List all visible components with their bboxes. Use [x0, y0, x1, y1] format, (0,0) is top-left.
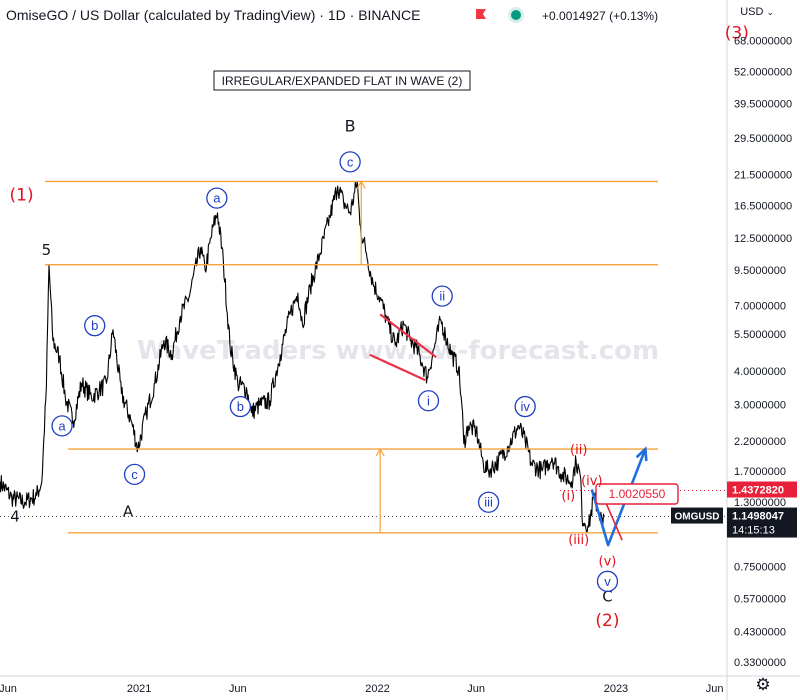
wave-label: (i) — [561, 489, 575, 504]
callout-text: 1.0020550 — [609, 487, 666, 501]
flag-icon[interactable] — [476, 9, 486, 19]
wave-label: v — [604, 574, 611, 589]
y-tick-label: 29.5000000 — [734, 133, 792, 145]
forecast-arrow-head — [635, 446, 648, 462]
y-tick-label: 0.7500000 — [734, 561, 786, 573]
forecast-arrow — [590, 448, 647, 547]
x-tick-label: Jun — [229, 683, 247, 695]
chart-title-box — [213, 70, 471, 91]
wave-label-circle — [84, 315, 106, 337]
symbol-tag: OMGUSD — [675, 512, 720, 523]
wave-label-circle — [417, 390, 440, 412]
wave-label: B — [345, 117, 356, 136]
measure-arrow-head — [356, 180, 366, 189]
wave-label: (3) — [725, 24, 749, 44]
y-tick-label: 0.3300000 — [734, 657, 786, 669]
y-tick-label: 12.5000000 — [734, 233, 792, 245]
wave-label-circle — [339, 151, 361, 173]
wave-label: C — [602, 587, 612, 605]
trend-line — [369, 353, 426, 382]
y-tick-label: 1.7000000 — [734, 466, 786, 478]
countdown-label: 14:15:13 — [732, 525, 775, 537]
x-tick-label: Jun — [0, 683, 17, 695]
wave-label: (2) — [595, 611, 619, 631]
trend-line — [379, 313, 437, 359]
y-tick-label: 7.0000000 — [734, 301, 786, 313]
wave-label: a — [58, 418, 66, 433]
wave-label: ii — [439, 289, 445, 304]
wave-label: (1) — [10, 185, 34, 205]
price-line — [0, 180, 605, 534]
chart-title: IRREGULAR/EXPANDED FLAT IN WAVE (2) — [222, 74, 463, 88]
y-tick-label: 39.5000000 — [734, 99, 792, 111]
wave-label: (v) — [599, 554, 617, 569]
wave-label: b — [237, 399, 244, 414]
wave-label: (ii) — [570, 443, 587, 458]
measure-arrow-head — [375, 447, 385, 457]
y-tick-label: 9.5000000 — [734, 265, 786, 277]
wave-label: iv — [520, 399, 530, 414]
x-tick-label: Jun — [706, 683, 724, 695]
wave-label: (iv) — [581, 474, 602, 489]
y-tick-label: 3.0000000 — [734, 400, 786, 412]
y-tick-label: 0.5700000 — [734, 593, 786, 605]
wave-label: (iii) — [568, 533, 589, 548]
y-tick-label: 1.3000000 — [734, 497, 786, 509]
gear-icon[interactable]: ⚙ — [755, 675, 771, 694]
price-label-bg — [727, 507, 797, 538]
y-tick-label: 16.5000000 — [734, 201, 792, 213]
y-tick-label: 2.2000000 — [734, 436, 786, 448]
y-tick-label: 5.5000000 — [734, 329, 786, 341]
x-tick-label: Jun — [467, 683, 485, 695]
symbol-tag-bg — [671, 507, 723, 524]
callout-pointer — [605, 502, 623, 541]
wave-label-circle — [123, 463, 146, 486]
price-change: +0.0014927 (+0.13%) — [542, 9, 659, 23]
wave-label-circle — [514, 395, 536, 418]
currency-label: USD — [740, 6, 764, 18]
wave-label-circle — [206, 187, 228, 209]
x-tick-label: 2022 — [365, 683, 389, 695]
symbol-title[interactable]: OmiseGO / US Dollar (calculated by Tradi… — [6, 7, 421, 23]
wave-label-circle — [477, 491, 500, 513]
x-tick-label: 2023 — [604, 683, 628, 695]
wave-label: 5 — [42, 241, 52, 259]
y-tick-label: 0.4300000 — [734, 626, 786, 638]
callout-box — [595, 483, 679, 505]
price-label: 1.1498047 — [732, 511, 784, 523]
wave-label-circle — [431, 285, 453, 307]
wave-label: iii — [484, 495, 493, 510]
wave-label: a — [213, 191, 221, 206]
price-label: 1.4372820 — [732, 484, 784, 496]
x-tick-label: 2021 — [127, 683, 151, 695]
wave-label: c — [347, 154, 354, 169]
y-tick-label: 21.5000000 — [734, 170, 792, 182]
chevron-down-icon: ⌄ — [766, 7, 774, 17]
currency-selector[interactable]: USD ⌄ — [740, 6, 774, 18]
wave-label: 4 — [10, 508, 20, 526]
y-tick-label: 4.0000000 — [734, 366, 786, 378]
market-status-icon — [511, 10, 521, 20]
y-tick-label: 52.0000000 — [734, 67, 792, 79]
wave-label-circle — [596, 570, 619, 592]
wave-label-circle — [229, 395, 252, 418]
wave-label: c — [131, 467, 138, 482]
y-tick-label: 68.0000000 — [734, 35, 792, 47]
wave-label: b — [91, 318, 98, 333]
wave-label-circle — [51, 415, 73, 437]
price-label-bg — [727, 481, 797, 498]
wave-label: i — [427, 393, 430, 408]
wave-label: A — [123, 503, 134, 521]
